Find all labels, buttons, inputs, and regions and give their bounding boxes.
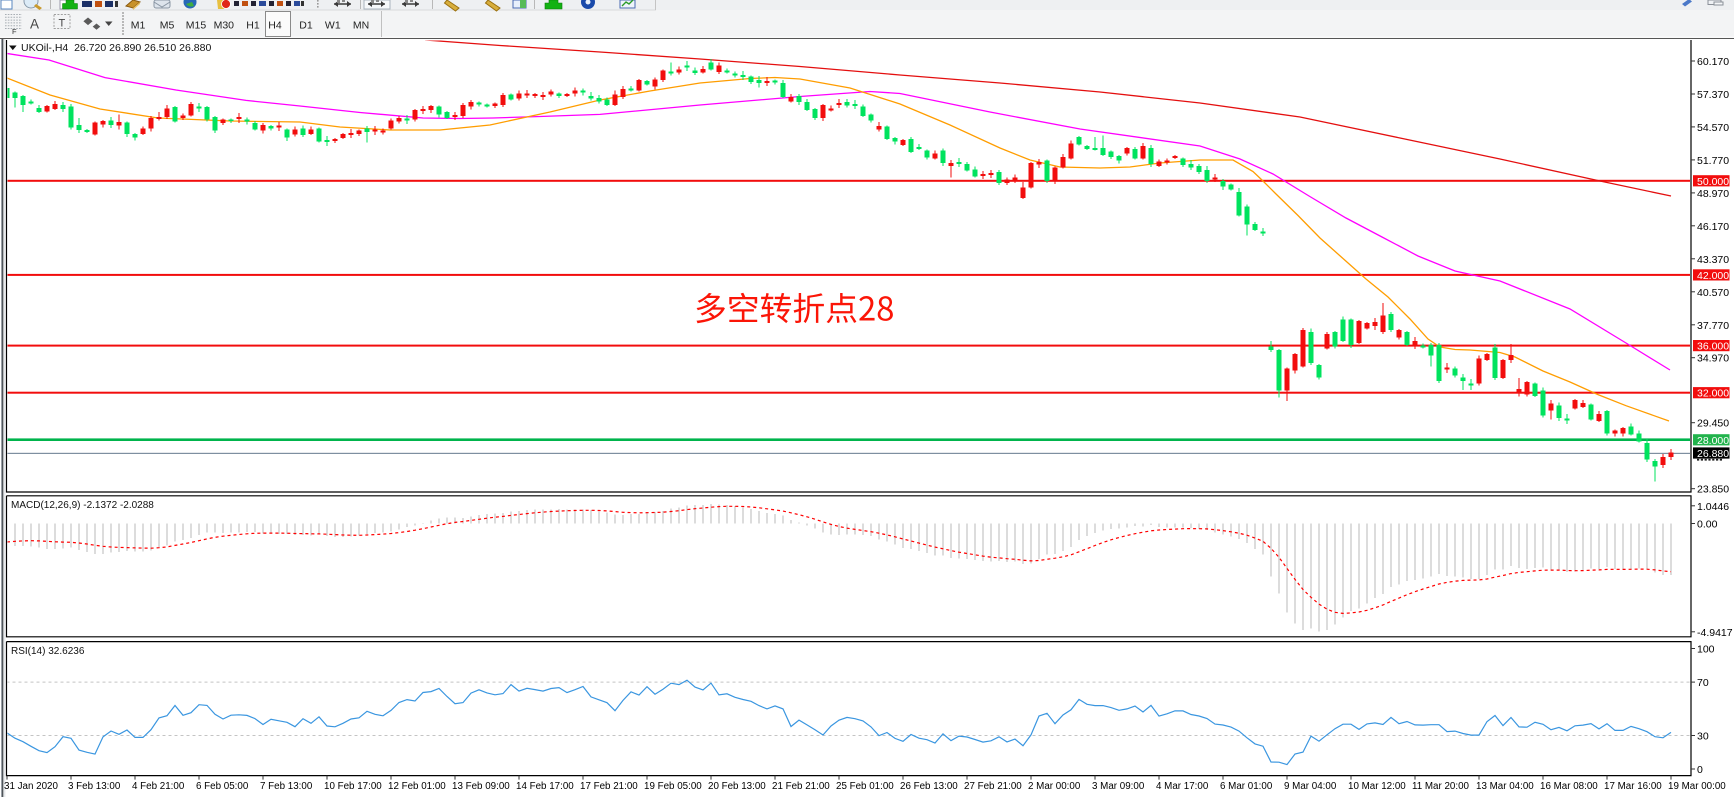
svg-text:26 Feb 13:00: 26 Feb 13:00 (900, 781, 958, 792)
svg-text:11 Mar 20:00: 11 Mar 20:00 (1412, 781, 1470, 792)
svg-text:48.970: 48.970 (1697, 188, 1729, 200)
svg-text:M15: M15 (186, 20, 207, 32)
svg-text:F: F (12, 27, 17, 36)
svg-text:51.770: 51.770 (1697, 155, 1729, 167)
svg-text:M5: M5 (160, 20, 175, 32)
svg-text:23.850: 23.850 (1697, 484, 1729, 496)
svg-text:7 Feb 13:00: 7 Feb 13:00 (260, 781, 313, 792)
svg-text:36.000: 36.000 (1697, 341, 1729, 353)
svg-text:30: 30 (1697, 731, 1709, 743)
svg-text:31 Jan 2020: 31 Jan 2020 (4, 781, 58, 792)
svg-text:21 Feb 21:00: 21 Feb 21:00 (772, 781, 830, 792)
svg-text:0: 0 (1697, 764, 1703, 776)
svg-text:3 Feb 13:00: 3 Feb 13:00 (68, 781, 121, 792)
svg-text:37.770: 37.770 (1697, 320, 1729, 332)
svg-text:4 Feb 21:00: 4 Feb 21:00 (132, 781, 185, 792)
svg-text:40.570: 40.570 (1697, 287, 1729, 299)
svg-text:17 Mar 16:00: 17 Mar 16:00 (1604, 781, 1662, 792)
svg-text:42.000: 42.000 (1697, 270, 1729, 282)
svg-text:2 Mar 00:00: 2 Mar 00:00 (1028, 781, 1081, 792)
svg-text:12 Feb 01:00: 12 Feb 01:00 (388, 781, 446, 792)
svg-text:W1: W1 (325, 20, 341, 32)
svg-text:43.370: 43.370 (1697, 254, 1729, 266)
svg-text:25 Feb 01:00: 25 Feb 01:00 (836, 781, 894, 792)
svg-text:34.970: 34.970 (1697, 353, 1729, 365)
svg-text:T: T (59, 18, 66, 30)
svg-text:27 Feb 21:00: 27 Feb 21:00 (964, 781, 1022, 792)
svg-text:UKOil-,H4 26.720 26.890 26.51: UKOil-,H4 26.720 26.890 26.510 26.880 (21, 42, 211, 54)
svg-text:H4: H4 (268, 20, 282, 32)
svg-text:54.570: 54.570 (1697, 122, 1729, 134)
svg-text:17 Feb 21:00: 17 Feb 21:00 (580, 781, 638, 792)
svg-text:19 Feb 05:00: 19 Feb 05:00 (644, 781, 702, 792)
svg-text:14 Feb 17:00: 14 Feb 17:00 (516, 781, 574, 792)
svg-text:19 Mar 00:00: 19 Mar 00:00 (1668, 781, 1726, 792)
svg-text:70: 70 (1697, 677, 1709, 689)
svg-text:A: A (30, 17, 39, 32)
svg-text:100: 100 (1697, 644, 1715, 656)
svg-text:1.0446: 1.0446 (1697, 501, 1729, 513)
svg-text:16 Mar 08:00: 16 Mar 08:00 (1540, 781, 1598, 792)
svg-text:26.880: 26.880 (1697, 448, 1729, 460)
svg-text:MACD(12,26,9) -2.1372 -2.0288: MACD(12,26,9) -2.1372 -2.0288 (11, 500, 154, 511)
svg-text:6 Mar 01:00: 6 Mar 01:00 (1220, 781, 1273, 792)
svg-text:M1: M1 (131, 20, 146, 32)
svg-text:28.000: 28.000 (1697, 435, 1729, 447)
svg-text:20 Feb 13:00: 20 Feb 13:00 (708, 781, 766, 792)
svg-text:60.170: 60.170 (1697, 56, 1729, 68)
svg-text:13 Mar 04:00: 13 Mar 04:00 (1476, 781, 1534, 792)
svg-text:32.000: 32.000 (1697, 388, 1729, 400)
svg-text:57.370: 57.370 (1697, 89, 1729, 101)
svg-text:3 Mar 09:00: 3 Mar 09:00 (1092, 781, 1145, 792)
svg-text:10 Mar 12:00: 10 Mar 12:00 (1348, 781, 1406, 792)
svg-text:6 Feb 05:00: 6 Feb 05:00 (196, 781, 249, 792)
svg-text:-4.9417: -4.9417 (1697, 627, 1733, 639)
svg-text:29.450: 29.450 (1697, 418, 1729, 430)
svg-text:RSI(14) 32.6236: RSI(14) 32.6236 (11, 646, 85, 657)
svg-text:MN: MN (353, 20, 369, 32)
svg-text:46.170: 46.170 (1697, 221, 1729, 233)
svg-text:9 Mar 04:00: 9 Mar 04:00 (1284, 781, 1337, 792)
svg-text:0.00: 0.00 (1697, 519, 1718, 531)
svg-text:50.000: 50.000 (1697, 176, 1729, 188)
svg-text:4 Mar 17:00: 4 Mar 17:00 (1156, 781, 1209, 792)
svg-text:10 Feb 17:00: 10 Feb 17:00 (324, 781, 382, 792)
svg-text:H1: H1 (246, 20, 260, 32)
svg-text:D1: D1 (299, 20, 313, 32)
svg-text:M30: M30 (214, 20, 235, 32)
svg-text:13 Feb 09:00: 13 Feb 09:00 (452, 781, 510, 792)
